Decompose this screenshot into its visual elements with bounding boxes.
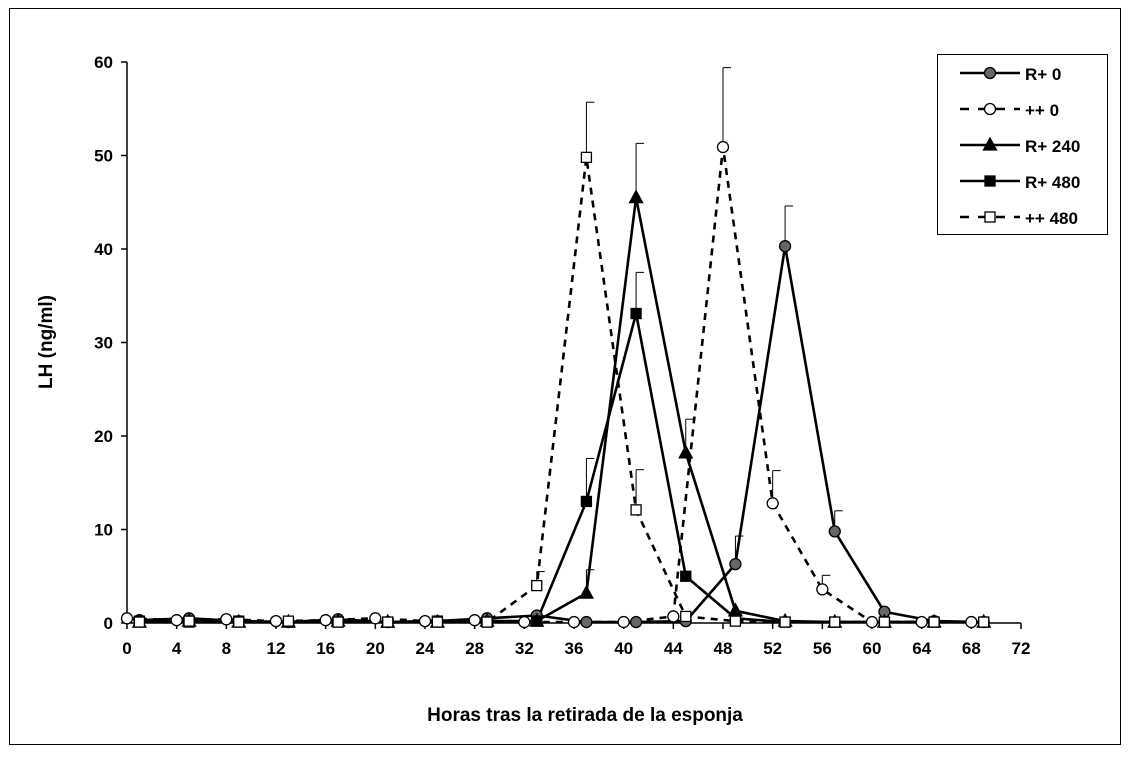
x-tick-label: 60 bbox=[863, 639, 882, 658]
data-point bbox=[220, 613, 233, 626]
data-point bbox=[369, 612, 382, 625]
data-point bbox=[578, 584, 595, 599]
legend-label: ++ 0 bbox=[1025, 101, 1059, 120]
y-tick-label: 50 bbox=[94, 147, 113, 166]
data-point bbox=[678, 444, 694, 459]
x-tick-label: 0 bbox=[122, 639, 131, 658]
x-tick-label: 44 bbox=[664, 639, 683, 658]
data-point bbox=[630, 504, 642, 516]
x-tick-label: 20 bbox=[366, 639, 385, 658]
data-point bbox=[628, 189, 644, 204]
data-point bbox=[580, 151, 593, 164]
data-point bbox=[816, 583, 829, 596]
data-point bbox=[468, 614, 481, 627]
legend-marker bbox=[983, 66, 997, 80]
x-tick-label: 40 bbox=[614, 639, 633, 658]
y-tick-label: 30 bbox=[94, 334, 113, 353]
y-tick-label: 0 bbox=[104, 614, 113, 633]
data-point bbox=[865, 615, 879, 629]
legend-label: R+ 480 bbox=[1025, 173, 1080, 192]
data-point bbox=[915, 615, 928, 629]
data-point bbox=[567, 615, 581, 629]
data-point bbox=[233, 616, 245, 628]
y-tick-label: 40 bbox=[94, 240, 113, 259]
y-tick-label: 60 bbox=[94, 53, 113, 72]
data-point bbox=[183, 615, 195, 627]
x-tick-label: 28 bbox=[465, 639, 484, 658]
x-tick-label: 24 bbox=[416, 639, 435, 658]
data-point bbox=[779, 616, 791, 628]
data-point bbox=[928, 616, 940, 628]
legend-label: R+ 0 bbox=[1025, 65, 1061, 84]
legend-marker bbox=[984, 175, 996, 187]
y-tick-label: 20 bbox=[94, 427, 113, 446]
data-point bbox=[829, 616, 841, 628]
x-tick-label: 68 bbox=[962, 639, 981, 658]
data-point bbox=[481, 616, 493, 628]
x-tick-label: 56 bbox=[813, 639, 832, 658]
y-tick-label: 10 bbox=[94, 521, 113, 540]
x-tick-label: 72 bbox=[1012, 639, 1031, 658]
legend-marker bbox=[982, 136, 998, 151]
x-tick-label: 16 bbox=[316, 639, 335, 658]
x-tick-label: 8 bbox=[222, 639, 231, 658]
data-point bbox=[878, 616, 891, 628]
x-tick-label: 52 bbox=[763, 639, 782, 658]
data-point bbox=[282, 615, 295, 627]
data-point bbox=[382, 616, 394, 628]
data-point bbox=[531, 579, 543, 592]
data-point bbox=[617, 615, 630, 629]
x-tick-label: 12 bbox=[267, 639, 286, 658]
data-point bbox=[667, 610, 680, 623]
x-tick-label: 32 bbox=[515, 639, 534, 658]
data-point bbox=[680, 570, 692, 582]
data-point bbox=[170, 614, 183, 627]
legend: R+ 0 ++ 0 R+ 240 R+ 480 ++ 480 bbox=[937, 54, 1108, 235]
data-point bbox=[965, 615, 978, 629]
data-point bbox=[680, 610, 692, 623]
data-point bbox=[133, 616, 146, 628]
legend-marker bbox=[984, 211, 996, 223]
data-point bbox=[269, 614, 283, 628]
data-point bbox=[630, 307, 642, 320]
data-point bbox=[332, 616, 344, 628]
data-point bbox=[629, 615, 643, 629]
data-point bbox=[778, 240, 792, 253]
data-point bbox=[580, 615, 593, 629]
data-point bbox=[766, 497, 779, 510]
x-tick-label: 36 bbox=[565, 639, 584, 658]
data-point bbox=[319, 614, 332, 627]
x-tick-label: 48 bbox=[714, 639, 733, 658]
data-point bbox=[729, 615, 742, 627]
data-point bbox=[716, 140, 730, 154]
legend-marker bbox=[983, 102, 997, 116]
data-point bbox=[828, 525, 841, 538]
data-point bbox=[580, 495, 593, 508]
data-point bbox=[418, 614, 432, 628]
data-point bbox=[518, 615, 531, 629]
x-tick-label: 4 bbox=[172, 639, 182, 658]
data-point bbox=[431, 616, 444, 628]
legend-label: R+ 240 bbox=[1025, 137, 1080, 156]
data-point bbox=[120, 612, 134, 625]
x-axis-title: Horas tras la retirada de la esponja bbox=[427, 705, 743, 726]
data-point bbox=[978, 616, 990, 628]
data-point bbox=[531, 615, 543, 627]
series-line-1 bbox=[126, 145, 972, 624]
data-point bbox=[729, 557, 742, 571]
series-line-4 bbox=[139, 156, 984, 624]
series-markers bbox=[120, 140, 992, 629]
y-axis-title: LH (ng/ml) bbox=[36, 295, 57, 389]
legend-label: ++ 480 bbox=[1025, 209, 1078, 228]
x-tick-label: 64 bbox=[912, 639, 931, 658]
